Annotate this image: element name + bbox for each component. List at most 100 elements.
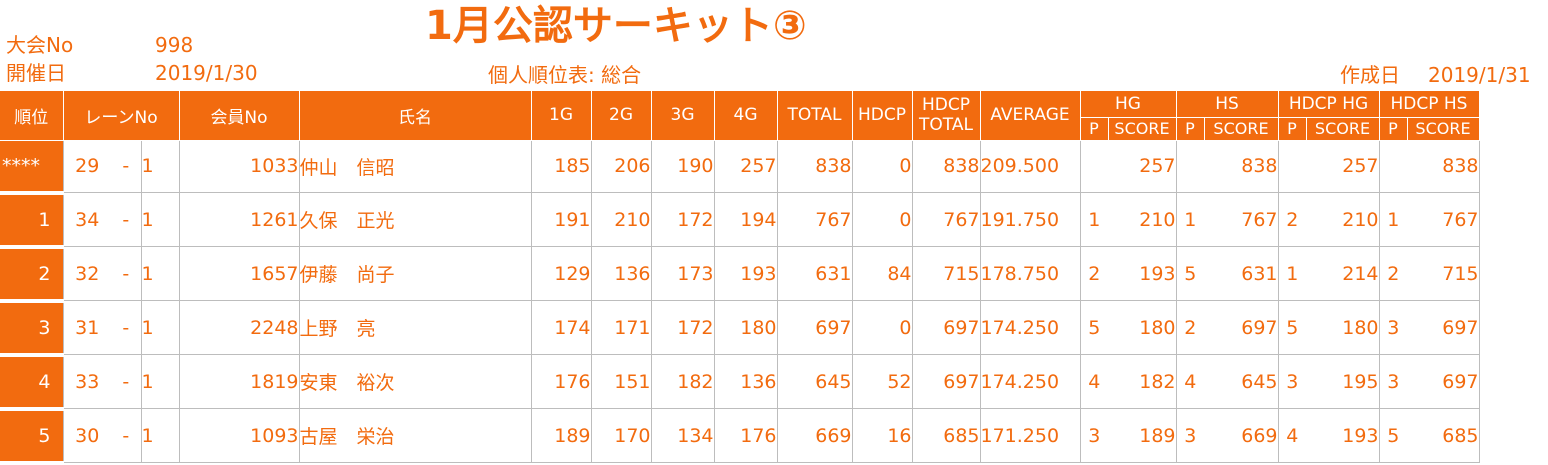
col-header-hdcp-hg-p: P xyxy=(1278,117,1307,141)
lane-cell: 30 xyxy=(62,408,111,463)
average-cell: 178.750 xyxy=(979,246,1081,301)
lane-dash-cell: - xyxy=(111,300,142,355)
hg-p-cell: 4 xyxy=(1079,354,1108,409)
game-1-cell: 185 xyxy=(530,139,592,193)
col-header-hdcp-total: HDCP TOTAL xyxy=(912,91,981,141)
hs-p-cell xyxy=(1175,139,1204,193)
game-4-cell: 257 xyxy=(713,139,778,193)
hdcp-hs-score-cell: 838 xyxy=(1407,139,1480,193)
rank-cell: **** xyxy=(0,140,63,195)
game-3-cell: 172 xyxy=(650,192,715,247)
hdcp-hs-score-cell: 685 xyxy=(1407,408,1480,463)
hdcp-total-cell: 697 xyxy=(911,300,981,355)
member-no-cell: 2248 xyxy=(178,300,300,355)
col-header-name: 氏名 xyxy=(299,91,532,141)
col-header-hdcp-hs: HDCP HS xyxy=(1379,91,1480,118)
hs-score-cell: 697 xyxy=(1204,300,1279,355)
hdcp-hs-score-cell: 767 xyxy=(1407,192,1480,247)
table-row: 5 30 - 1 1093 古屋 栄治 189 170 134 176 669 … xyxy=(0,408,1480,465)
lane-cell: 33 xyxy=(62,354,111,409)
hg-p-cell: 3 xyxy=(1079,408,1108,463)
created-date-value: 2019/1/31 xyxy=(1428,63,1531,87)
hdcp-hg-p-cell xyxy=(1277,139,1306,193)
hdcp-total-cell: 767 xyxy=(911,192,981,247)
hg-score-cell: 210 xyxy=(1108,192,1177,247)
player-name-cell: 伊藤 尚子 xyxy=(298,246,532,301)
hg-score-cell: 189 xyxy=(1108,408,1177,463)
hdcp-hs-p-cell: 2 xyxy=(1378,246,1407,301)
player-name-cell: 古屋 栄治 xyxy=(298,408,532,463)
member-no-cell: 1093 xyxy=(178,408,300,463)
lane-dash-cell: - xyxy=(111,354,142,409)
total-cell: 838 xyxy=(776,139,853,193)
member-no-cell: 1819 xyxy=(178,354,300,409)
lane-cell: 32 xyxy=(62,246,111,301)
game-3-cell: 172 xyxy=(650,300,715,355)
col-header-total: TOTAL xyxy=(777,91,853,141)
game-2-cell: 171 xyxy=(590,300,652,355)
hdcp-hs-p-cell xyxy=(1378,139,1407,193)
lane-sub-cell: 1 xyxy=(140,354,180,409)
hg-p-cell: 2 xyxy=(1079,246,1108,301)
game-3-cell: 173 xyxy=(650,246,715,301)
total-cell: 697 xyxy=(776,300,853,355)
col-header-hdcp-total-line1: HDCP xyxy=(922,95,970,116)
hs-p-cell: 1 xyxy=(1175,192,1204,247)
hg-p-cell: 5 xyxy=(1079,300,1108,355)
hdcp-hs-p-cell: 5 xyxy=(1378,408,1407,463)
hdcp-hs-p-cell: 1 xyxy=(1378,192,1407,247)
player-name-cell: 安東 裕次 xyxy=(298,354,532,409)
hg-score-cell: 193 xyxy=(1108,246,1177,301)
hs-p-cell: 4 xyxy=(1175,354,1204,409)
hdcp-hg-score-cell: 210 xyxy=(1306,192,1380,247)
col-header-hdcp-hs-score: SCORE xyxy=(1407,117,1480,141)
hdcp-hs-score-cell: 715 xyxy=(1407,246,1480,301)
hdcp-cell: 0 xyxy=(851,192,913,247)
game-2-cell: 206 xyxy=(590,139,652,193)
member-no-cell: 1657 xyxy=(178,246,300,301)
hdcp-hg-score-cell: 193 xyxy=(1306,408,1380,463)
game-1-cell: 189 xyxy=(530,408,592,463)
average-cell: 171.250 xyxy=(979,408,1081,463)
table-row: 4 33 - 1 1819 安東 裕次 176 151 182 136 645 … xyxy=(0,354,1480,411)
lane-sub-cell: 1 xyxy=(140,139,180,193)
col-header-hs: HS xyxy=(1176,91,1279,118)
hdcp-cell: 0 xyxy=(851,300,913,355)
lane-dash-cell: - xyxy=(111,139,142,193)
col-header-hg-score: SCORE xyxy=(1108,117,1177,141)
col-header-hdcp-hg-score: SCORE xyxy=(1306,117,1380,141)
hdcp-hg-score-cell: 214 xyxy=(1306,246,1380,301)
hg-score-cell: 180 xyxy=(1108,300,1177,355)
lane-cell: 31 xyxy=(62,300,111,355)
average-cell: 174.250 xyxy=(979,354,1081,409)
player-name-cell: 仲山 信昭 xyxy=(298,139,532,193)
total-cell: 767 xyxy=(776,192,853,247)
table-row: **** 29 - 1 1033 仲山 信昭 185 206 190 257 8… xyxy=(0,139,1480,195)
col-header-hdcp-total-line2: TOTAL xyxy=(919,115,973,136)
game-4-cell: 136 xyxy=(713,354,778,409)
tournament-no-label: 大会No xyxy=(6,33,74,57)
hdcp-hs-score-cell: 697 xyxy=(1407,300,1480,355)
table-row: 1 34 - 1 1261 久保 正光 191 210 172 194 767 … xyxy=(0,192,1480,249)
rank-cell: 2 xyxy=(0,246,63,303)
average-cell: 174.250 xyxy=(979,300,1081,355)
average-cell: 209.500 xyxy=(979,139,1081,193)
held-date-label: 開催日 xyxy=(6,61,66,85)
game-2-cell: 210 xyxy=(590,192,652,247)
hdcp-total-cell: 838 xyxy=(911,139,981,193)
game-2-cell: 151 xyxy=(590,354,652,409)
hs-score-cell: 767 xyxy=(1204,192,1279,247)
hdcp-cell: 16 xyxy=(851,408,913,463)
hdcp-hg-score-cell: 195 xyxy=(1306,354,1380,409)
rank-cell: 3 xyxy=(0,300,63,357)
col-header-hdcp-hs-p: P xyxy=(1379,117,1408,141)
col-header-hs-p: P xyxy=(1176,117,1205,141)
lane-cell: 29 xyxy=(62,139,111,193)
rank-cell: 5 xyxy=(0,408,63,465)
held-date-value: 2019/1/30 xyxy=(155,61,258,85)
col-header-hg-p: P xyxy=(1080,117,1109,141)
hg-score-cell: 257 xyxy=(1108,139,1177,193)
rank-cell: 4 xyxy=(0,354,63,411)
col-header-member-no: 会員No xyxy=(179,91,300,141)
total-cell: 631 xyxy=(776,246,853,301)
